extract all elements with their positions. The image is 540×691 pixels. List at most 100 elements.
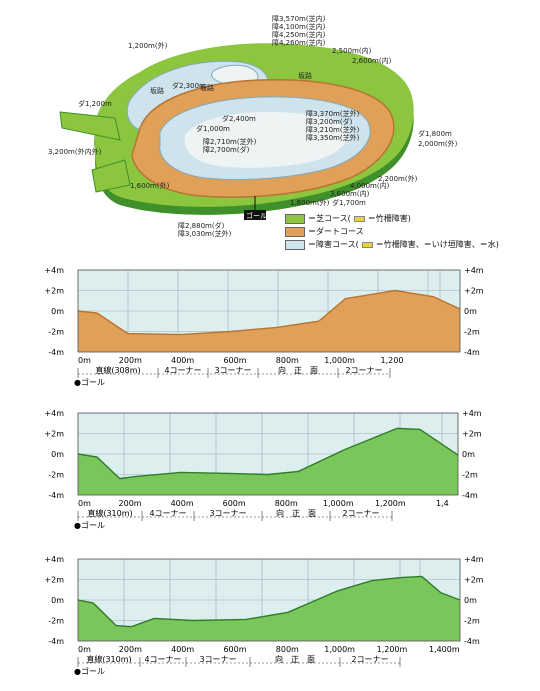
- section-label: 4コーナー: [149, 509, 186, 518]
- legend-turf-text: ＝芝コース(: [308, 214, 351, 223]
- label-hurdle-4260: 障4,260m(芝内): [272, 38, 326, 47]
- bamboo-fence-icon: [361, 241, 373, 248]
- legend-dirt-text: ＝ダートコース: [308, 227, 364, 236]
- course-map: ゴール 障3,570m(芝内) 障4,100m(芝内) 障4,250m(芝内) …: [48, 14, 458, 238]
- legend-dirt-swatch: [285, 226, 305, 237]
- y-tick-label-right: -4m: [464, 348, 480, 357]
- elevation-profile-turf-inner: +4m +4m +2m +2m 0m 0m -2m -2m -4m -4m 0m 200m 400m 60…: [44, 409, 481, 530]
- y-tick-label-left: +4m: [44, 409, 64, 418]
- y-tick-label-right: 0m: [464, 307, 477, 316]
- x-tick-label: 1,4: [436, 499, 449, 508]
- label-turf-2200-outer: 2,200m(外): [378, 174, 418, 183]
- x-tick-label: 0m: [78, 499, 91, 508]
- y-tick-label-right: -2m: [464, 328, 480, 337]
- x-tick-label: 200m: [119, 499, 142, 508]
- elevation-profile-turf-outer: +4m +4m +2m +2m 0m 0m -2m -2m -4m -4m 0m 200m 400m 60…: [44, 555, 484, 676]
- y-tick-label-right: -4m: [462, 491, 478, 500]
- x-tick-label: 1,200m: [377, 645, 408, 654]
- y-tick-label-left: -2m: [48, 328, 64, 337]
- x-tick-label: 600m: [223, 356, 246, 365]
- y-tick-label-right: +4m: [464, 266, 484, 275]
- section-label: 3コーナー: [209, 509, 246, 518]
- goal-label: ●ゴール: [74, 377, 105, 387]
- legend-turf-extra: ＝竹柵障害): [367, 214, 411, 223]
- label-turf-1200-outer: 1,200m(外): [128, 41, 168, 50]
- x-tick-label: 600m: [223, 645, 246, 654]
- y-tick-label-left: +2m: [44, 287, 64, 296]
- section-label: 向 正 面: [275, 654, 315, 664]
- y-tick-label-left: 0m: [51, 596, 64, 605]
- goal-label: ●ゴール: [74, 520, 105, 530]
- y-tick-label-right: +2m: [464, 576, 484, 585]
- x-tick-label: 200m: [119, 356, 142, 365]
- y-tick-label-right: 0m: [462, 450, 475, 459]
- elevation-area: [78, 576, 460, 641]
- legend-turf-swatch: [285, 213, 305, 224]
- y-tick-label-right: -2m: [464, 617, 480, 626]
- elevation-line: [77, 427, 459, 480]
- x-tick-label: 0m: [78, 645, 91, 654]
- section-label: 2コーナー: [351, 655, 388, 664]
- label-hurdle-3200: 障3,200m(ダ): [306, 117, 353, 126]
- label-slope-left: 坂路: [150, 86, 164, 95]
- label-hurdle-3030: 障3,030m(芝外): [178, 229, 232, 238]
- legend-dirt: ＝ダートコース: [285, 226, 364, 237]
- y-tick-label-left: -4m: [48, 348, 64, 357]
- y-tick-label-left: +2m: [44, 430, 64, 439]
- x-tick-label: 800m: [276, 645, 299, 654]
- x-tick-label: 1,000m: [324, 645, 355, 654]
- y-tick-label-left: -2m: [48, 617, 64, 626]
- label-dirt-2400: ダ2,400m: [222, 114, 256, 123]
- section-label: 2コーナー: [345, 366, 382, 375]
- goal-marker: [244, 210, 266, 220]
- label-slope-top: 坂路: [298, 71, 312, 80]
- legend-hurdle-swatch: [285, 239, 305, 250]
- x-tick-label: 400m: [171, 499, 194, 508]
- y-tick-label-left: 0m: [51, 450, 64, 459]
- y-tick-label-right: -4m: [464, 637, 480, 646]
- section-label: 直線(310m): [87, 508, 132, 518]
- turf-chute-left2: [91, 159, 131, 193]
- elevation-area: [78, 428, 458, 495]
- section-label: 3コーナー: [199, 655, 236, 664]
- elevation-line: [77, 575, 461, 628]
- label-dirt-1000: ダ1,000m: [196, 124, 230, 133]
- goal-label: ゴール: [246, 211, 267, 220]
- label-turf-1800-outer: 1,800m(外): [290, 198, 330, 207]
- label-turf-2500-inner: 2,500m(内): [332, 46, 372, 55]
- legend-hurdle: ＝障害コース( ＝竹柵障害、＝いけ垣障害、＝水): [285, 239, 499, 250]
- label-hurdle-2710: 障2,710m(芝外): [203, 137, 257, 146]
- section-label: 向 正 面: [278, 365, 318, 375]
- y-tick-label-left: +4m: [44, 266, 64, 275]
- section-label: 4コーナー: [144, 655, 181, 664]
- label-hurdle-3210: 障3,210m(芝外): [306, 125, 360, 134]
- legend-turf: ＝芝コース( ＝竹柵障害): [285, 213, 411, 224]
- y-tick-label-left: +4m: [44, 555, 64, 564]
- x-tick-label: 1,000m: [324, 356, 355, 365]
- plot-frame: [77, 558, 461, 642]
- label-dirt-1800: ダ1,800m: [418, 129, 452, 138]
- x-tick-label: 400m: [171, 356, 194, 365]
- label-turf-2000-outer: 2,000m(外): [418, 139, 458, 148]
- label-dirt-1200: ダ1,200m: [78, 99, 112, 108]
- x-tick-label: 1,200: [381, 356, 404, 365]
- label-hurdle-2880: 障2,880m(ダ): [178, 221, 225, 230]
- label-turf-1600-outer: 1,600m(外): [130, 181, 170, 190]
- label-dirt-2300: ダ2,300m: [172, 81, 206, 90]
- infield: [184, 112, 348, 168]
- x-tick-label: 800m: [276, 356, 299, 365]
- label-hurdle-2700: 障2,700m(ダ): [203, 145, 250, 154]
- label-hurdle-4250: 障4,250m(芝内): [272, 30, 326, 39]
- x-tick-label: 400m: [171, 645, 194, 654]
- section-label: 2コーナー: [342, 509, 379, 518]
- label-turf-4000-inner: 4,000m(内): [350, 181, 390, 190]
- y-tick-label-right: +4m: [464, 555, 484, 564]
- y-tick-label-left: 0m: [51, 307, 64, 316]
- section-label: 直線(308m): [95, 365, 140, 375]
- elevation-area: [78, 290, 460, 352]
- y-tick-label-left: -2m: [48, 471, 64, 480]
- bamboo-fence-icon: [353, 215, 365, 222]
- x-tick-label: 1,400m: [429, 645, 460, 654]
- plot-frame: [77, 269, 461, 353]
- elevation-line: [77, 289, 461, 336]
